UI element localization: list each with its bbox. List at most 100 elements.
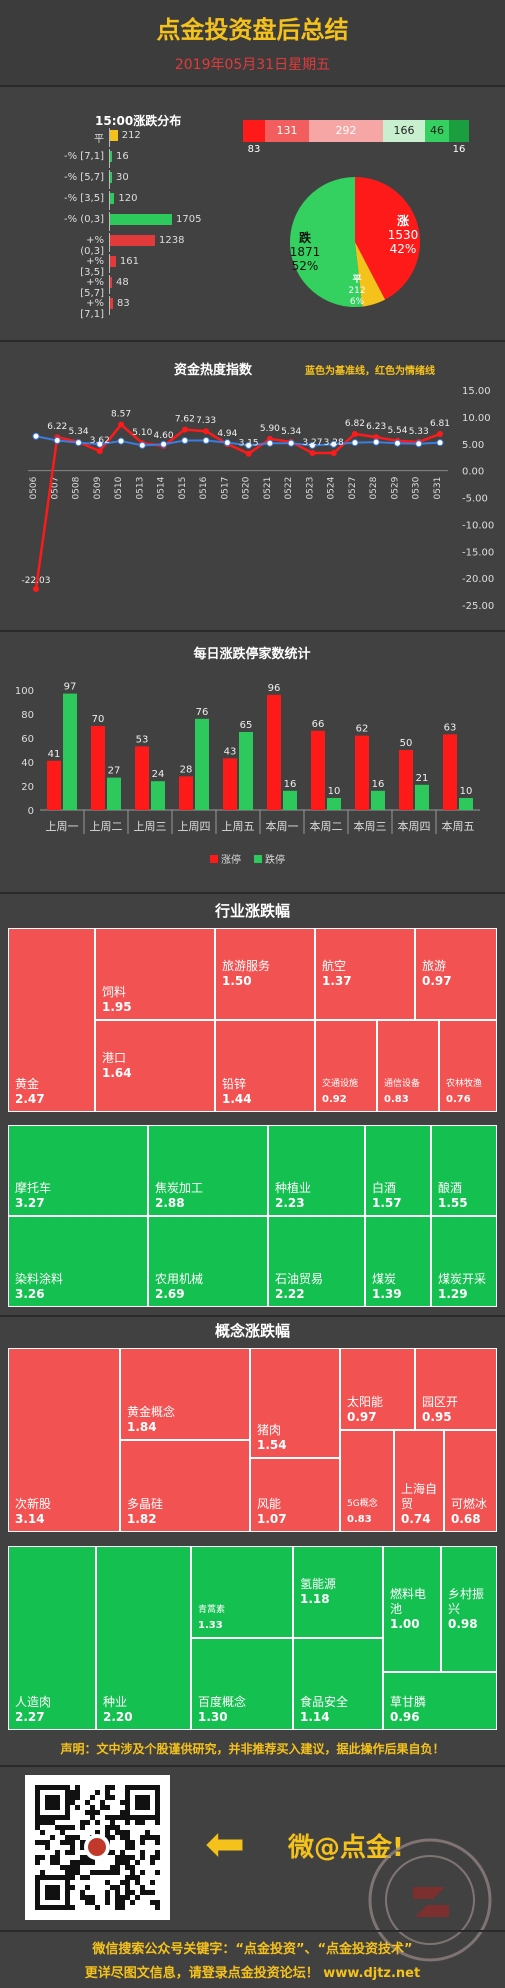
pie-count: 212 [348, 286, 365, 296]
qr-module [115, 1870, 120, 1875]
tile-name: 染料涂料 [15, 1272, 64, 1286]
heat-xtick: 0508 [72, 476, 82, 499]
limit-count-chart: 每日涨跌停家数统计 100 80 60 40 20 0 上周一 41 97 上周二 70 27 上周三 53… [15, 646, 480, 866]
tile-value: 1.33 [198, 1620, 223, 1631]
legend-swatch [254, 855, 262, 863]
tile-value: 1.30 [198, 1710, 228, 1724]
tile-name: 太阳能 [347, 1395, 384, 1409]
baseline-point [245, 441, 253, 449]
tile-name: 石油贸易 [275, 1272, 324, 1286]
qr-module [70, 1845, 75, 1850]
baseline-point [266, 439, 274, 447]
limit-data-label: 41 [48, 749, 61, 760]
page-title: 点金投资盘后总结 [156, 16, 349, 44]
sentiment-point [437, 431, 443, 438]
qr-module [95, 1810, 100, 1815]
baseline-point [181, 437, 189, 445]
heat-index-chart: 资金热度指数 蓝色为基准线，红色为情绪线 15.00 10.00 5.00 0.00 -5.… [21, 362, 494, 612]
promo-text: 微@点金! [288, 1833, 404, 1863]
tile-value: 0.68 [451, 1512, 481, 1526]
qr-finder [45, 1885, 60, 1900]
heat-data-label: 5.33 [409, 427, 429, 437]
qr-module [55, 1825, 60, 1830]
qr-module [60, 1865, 65, 1870]
limit-down-bar [195, 718, 209, 810]
treemap-tile: 染料涂料 3.26 [8, 1216, 148, 1307]
baseline-point [117, 437, 125, 445]
baseline-point [372, 438, 380, 446]
heat-xtick: 0517 [220, 477, 230, 500]
qr-module [95, 1790, 100, 1795]
qr-module [70, 1875, 75, 1880]
qr-module [120, 1855, 125, 1860]
heat-data-label: 4.94 [217, 429, 237, 439]
tile-value: 2.88 [155, 1196, 185, 1210]
tile-value: 0.76 [446, 1094, 471, 1105]
qr-module [115, 1865, 120, 1870]
heat-data-label: 5.90 [260, 424, 280, 434]
tile-name: 燃料电池 [390, 1586, 427, 1616]
tile-value: 0.83 [347, 1514, 372, 1525]
tile-name: 农用机械 [155, 1272, 204, 1286]
qr-module [150, 1860, 155, 1865]
limit-data-label: 28 [180, 764, 193, 775]
limit-xtick: 上周五 [222, 820, 255, 833]
treemap-tile: 猪肉 1.54 [250, 1348, 340, 1458]
qr-module [130, 1900, 135, 1905]
tile-value: 0.92 [322, 1094, 347, 1105]
heat-xtick: 0531 [433, 477, 443, 500]
baseline-point [138, 441, 146, 449]
qr-module [80, 1855, 85, 1860]
tile-name: 草甘膦 [390, 1695, 427, 1709]
heat-data-label: 3.27 [302, 438, 322, 448]
tile-name: 猪肉 [257, 1423, 282, 1437]
strip-label: 131 [276, 124, 298, 137]
qr-module [70, 1835, 75, 1840]
sentiment-point [351, 430, 358, 437]
qr-module [80, 1875, 85, 1880]
limit-down-bar [151, 781, 165, 810]
limit-xtick: 上周二 [90, 820, 123, 833]
tile-value: 3.26 [15, 1287, 45, 1301]
distribution-label: -% [5,7] [64, 172, 104, 183]
qr-module [125, 1840, 130, 1845]
tile-value: 0.83 [384, 1094, 409, 1105]
sentiment-point [33, 586, 39, 593]
heat-ytick: 10.00 [462, 413, 491, 424]
tile-value: 1.82 [127, 1512, 157, 1526]
sentiment-point [203, 428, 210, 435]
qr-module [105, 1895, 110, 1900]
heat-xtick: 0527 [348, 477, 358, 500]
treemap-tile: 交通设施 0.92 [315, 1020, 377, 1112]
tile-name: 饲料 [102, 985, 127, 999]
qr-module [70, 1800, 75, 1805]
qr-module [75, 1785, 80, 1790]
tile-value: 3.27 [15, 1196, 45, 1210]
tile-value: 0.97 [347, 1410, 377, 1424]
divider [0, 1315, 505, 1317]
qr-module [35, 1855, 40, 1860]
qr-module [150, 1835, 155, 1840]
qr-module [150, 1880, 155, 1885]
limit-xtick: 上周四 [178, 820, 211, 833]
treemap-tile: 黄金 2.47 [8, 928, 95, 1112]
qr-module [125, 1865, 130, 1870]
qr-module [145, 1835, 150, 1840]
tile-value: 0.95 [422, 1410, 452, 1424]
qr-module [95, 1820, 100, 1825]
heat-ytick: -20.00 [462, 574, 494, 585]
heat-data-label: 6.22 [47, 422, 67, 432]
qr-module [75, 1795, 80, 1800]
tile-value: 0.97 [422, 974, 452, 988]
qr-module [155, 1905, 160, 1910]
qr-module [65, 1825, 70, 1830]
qr-module [75, 1835, 80, 1840]
heat-xtick: 0507 [50, 477, 60, 500]
divider [0, 1765, 505, 1767]
baseline-point [351, 439, 359, 447]
qr-module [125, 1845, 130, 1850]
distribution-title: 15:00涨跌分布 [95, 114, 182, 128]
concept-title: 概念涨跌幅 [214, 1322, 290, 1340]
heat-ytick: -15.00 [462, 547, 494, 558]
baseline-line [35, 435, 441, 447]
